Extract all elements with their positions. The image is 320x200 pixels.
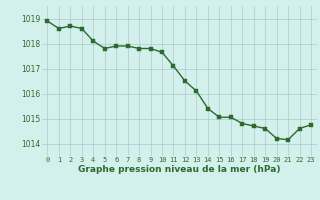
- X-axis label: Graphe pression niveau de la mer (hPa): Graphe pression niveau de la mer (hPa): [78, 165, 280, 174]
